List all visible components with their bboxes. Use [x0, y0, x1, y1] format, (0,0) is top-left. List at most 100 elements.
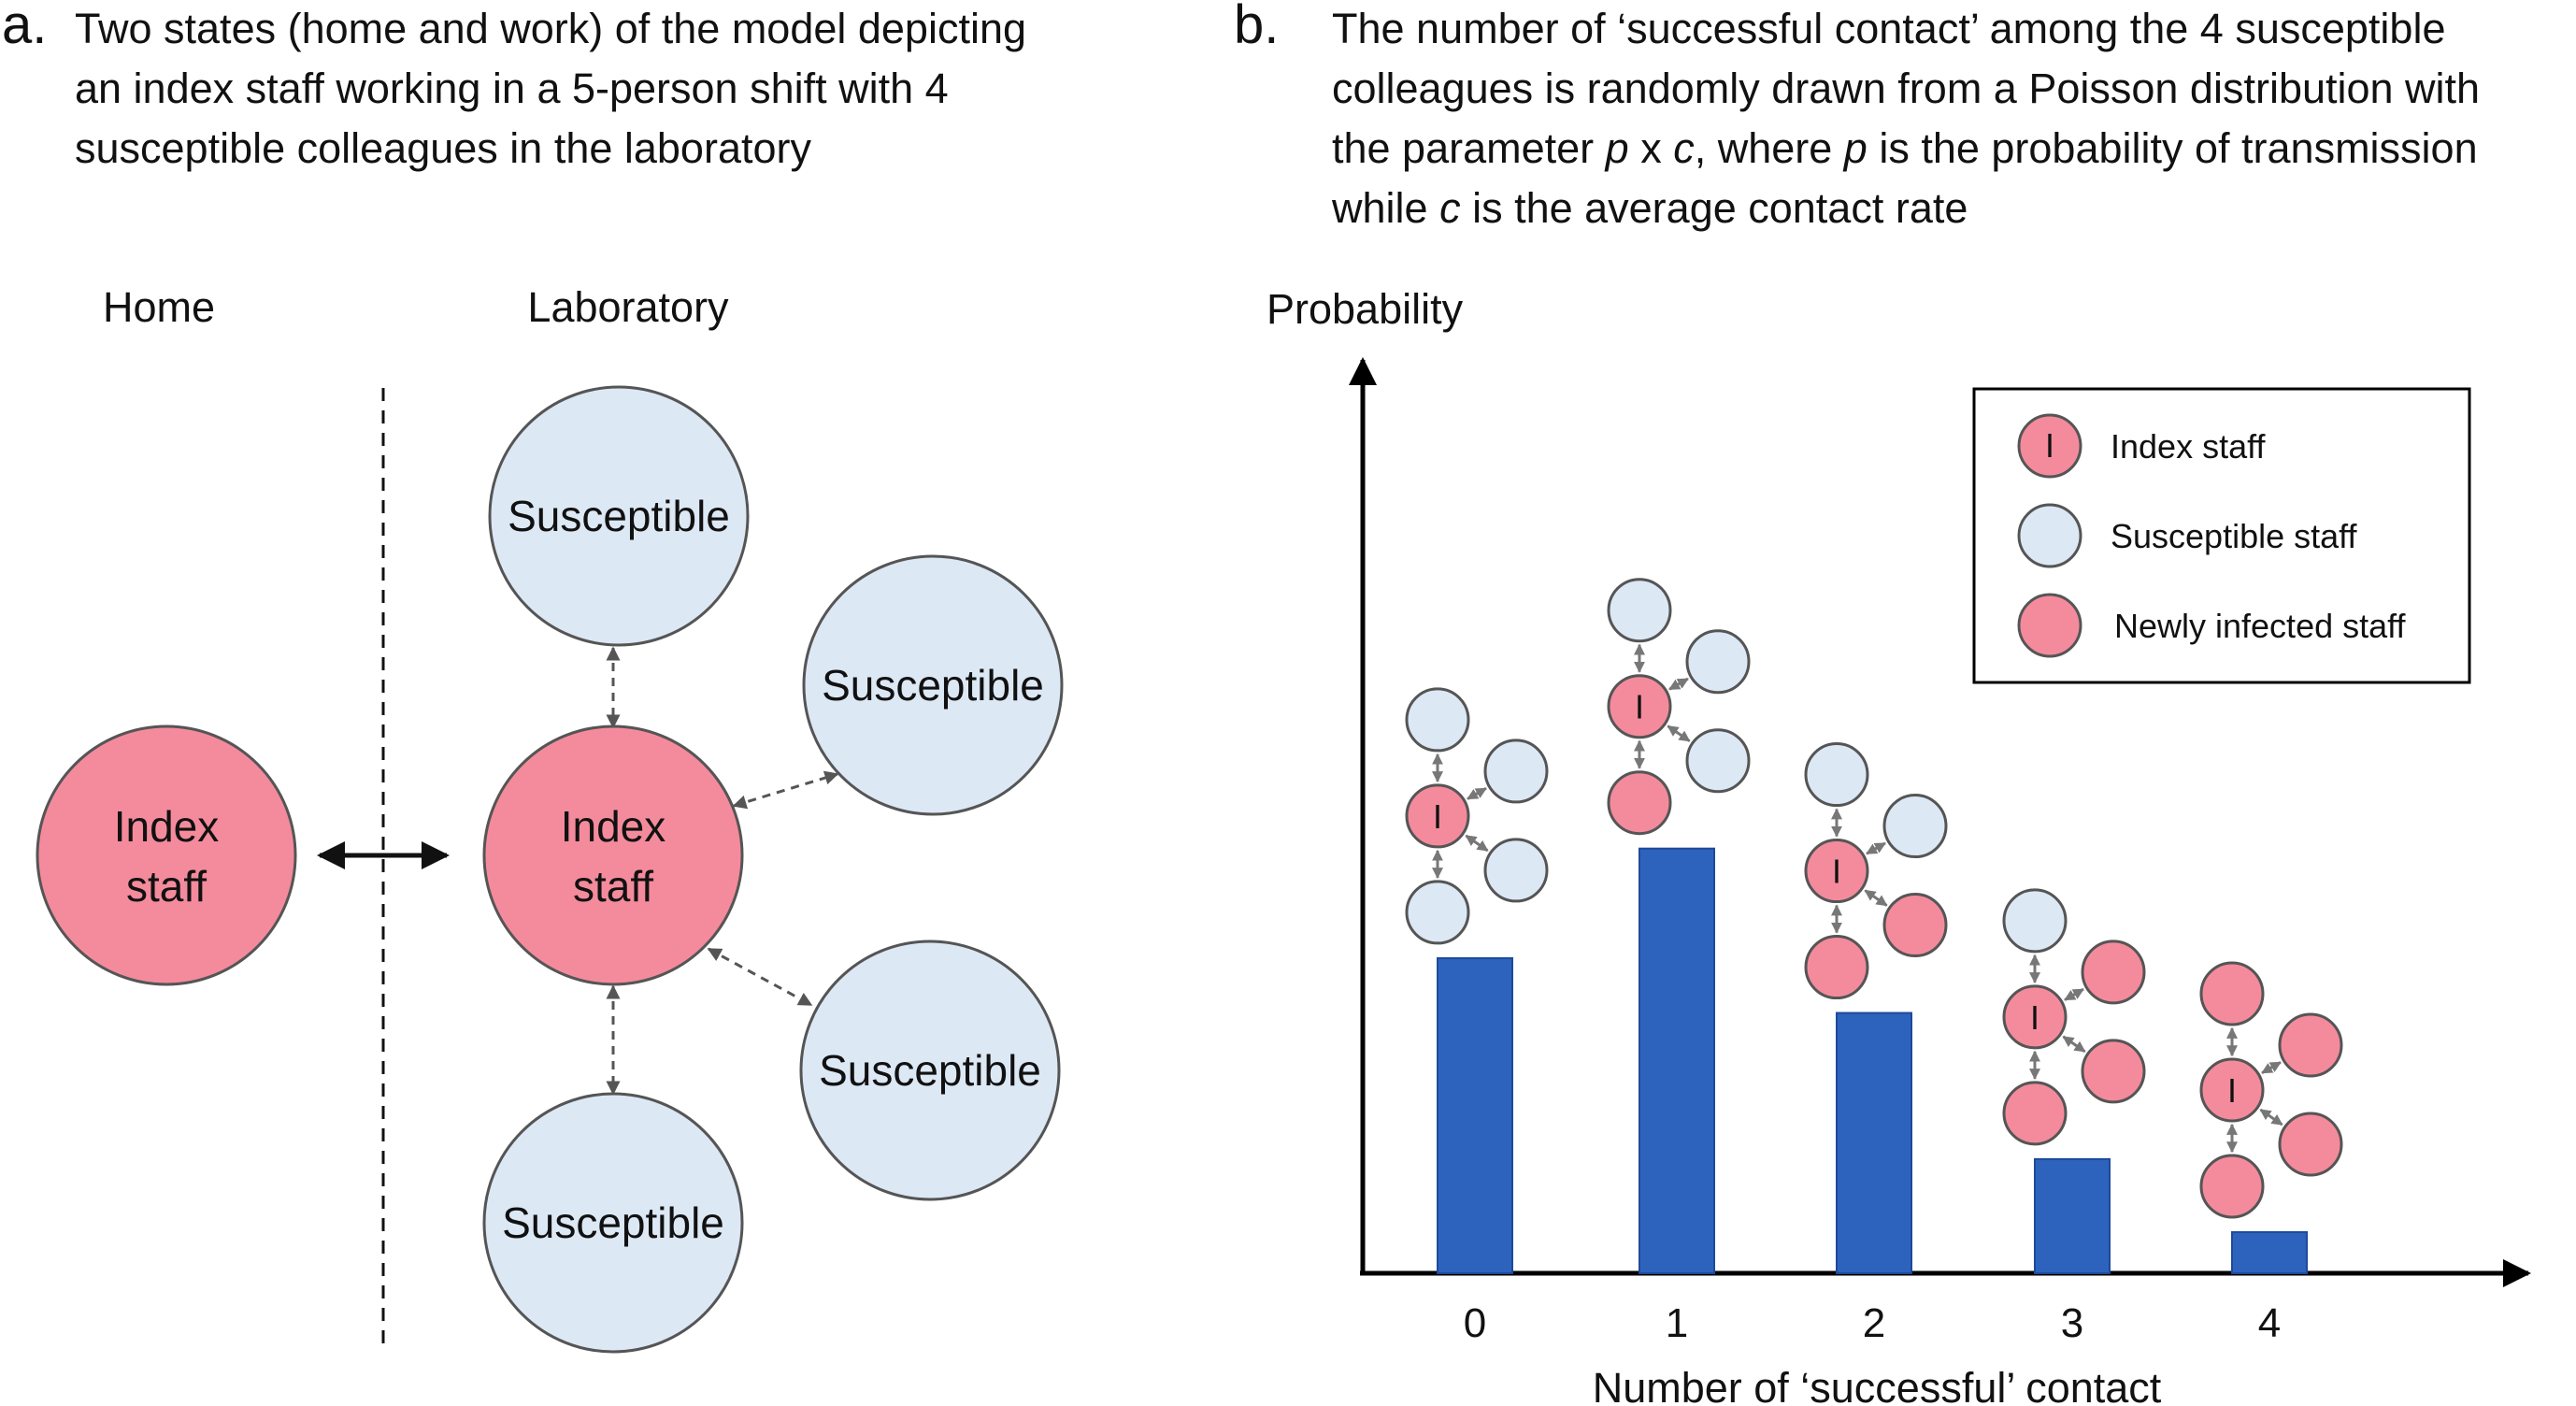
lab-index-staff-circle: [482, 725, 744, 986]
mini-infected-node: [2278, 1112, 2343, 1177]
legend-item-susceptible: Susceptible staff: [2017, 503, 2357, 568]
home-index-staff-circle: [36, 725, 297, 986]
mini-infected-node: [2199, 1154, 2265, 1219]
susceptible-node-lower-right: Susceptible: [799, 940, 1061, 1201]
mini-susceptible-node: [1685, 728, 1751, 794]
home-index-staff-node: Index staff: [36, 725, 297, 986]
panel-a-letter: a.: [2, 0, 47, 55]
bar-1: [1639, 847, 1715, 1274]
mini-network-diagrams: I I I I I: [1405, 578, 2343, 1219]
mini-network-3: I: [2002, 888, 2146, 1146]
mini-index-letter: I: [2227, 1071, 2237, 1110]
contact-arrow-upper-right: [732, 770, 839, 810]
bars-group: [1437, 847, 2308, 1275]
mini-susceptible-node: [1607, 578, 1672, 643]
x-tick-label-1: 1: [1666, 1300, 1688, 1346]
mini-network-4: I: [2199, 961, 2343, 1219]
susceptible-node-bottom: Susceptible: [482, 1092, 744, 1354]
legend-index-marker: [2017, 413, 2082, 479]
mini-susceptible-node: [1405, 880, 1470, 945]
bar-0: [1437, 956, 1513, 1275]
legend-index-letter: I: [2045, 426, 2054, 465]
mini-network-1: I: [1607, 578, 1751, 836]
panel-b-caption-line-1: The number of ‘successful contact’ among…: [1332, 5, 2445, 52]
x-tick-label-2: 2: [1863, 1300, 1885, 1346]
mini-infected-node: [2278, 1012, 2343, 1078]
lab-index-staff-node: Index staff: [482, 725, 744, 986]
mini-contact-arrow: [1866, 841, 1886, 855]
legend-infected-marker: [2017, 593, 2082, 658]
bar-3: [2034, 1157, 2111, 1274]
panel-b-letter: b.: [1234, 0, 1279, 55]
mini-contact-arrow: [1668, 677, 1689, 691]
laboratory-label: Laboratory: [527, 283, 729, 331]
mini-infected-node: [2081, 940, 2146, 1005]
susceptible-label-bottom: Susceptible: [502, 1198, 724, 1247]
mini-infected-node: [1882, 893, 1948, 958]
lab-index-staff-label-1: Index: [561, 802, 666, 851]
mini-infected-node: [2199, 961, 2265, 1026]
panel-b-caption-run: c: [1439, 184, 1461, 232]
y-axis-label: Probability: [1267, 285, 1464, 333]
x-tick-labels: 0 1 2 3 4: [1464, 1300, 2281, 1346]
legend-susceptible-label: Susceptible staff: [2111, 517, 2357, 555]
panel-a: a. Two states (home and work) of the mod…: [2, 0, 1064, 1354]
mini-index-letter: I: [1433, 797, 1442, 836]
susceptible-node-upper-right: Susceptible: [802, 554, 1064, 816]
legend-susceptible-marker: [2017, 503, 2082, 568]
mini-index-node: [2199, 1057, 2265, 1123]
x-tick-label-0: 0: [1464, 1300, 1486, 1346]
mini-infected-node: [2081, 1039, 2146, 1104]
bar-4: [2231, 1231, 2308, 1275]
mini-network-0: I: [1405, 687, 1549, 945]
mini-susceptible-node: [1483, 838, 1549, 903]
mini-infected-node: [2002, 1081, 2068, 1146]
mini-contact-arrow: [1465, 834, 1489, 853]
mini-contact-arrow: [2259, 1108, 2283, 1126]
mini-susceptible-node: [1685, 629, 1751, 695]
mini-infected-node: [1804, 935, 1869, 1000]
mini-network-2: I: [1804, 742, 1948, 1000]
panel-b-caption-run: , where: [1695, 124, 1844, 172]
bar-2: [1836, 1011, 1912, 1275]
x-axis-label: Number of ‘successful’ contact: [1593, 1364, 2162, 1406]
mini-contact-arrow: [1667, 725, 1691, 742]
x-tick-label-3: 3: [2061, 1300, 2083, 1346]
panel-b-caption-run: p: [1604, 124, 1629, 172]
panel-b-caption-line-4: while c is the average contact rate: [1331, 184, 1968, 232]
panel-b-caption: The number of ‘successful contact’ among…: [1331, 5, 2480, 232]
panel-b-caption-run: is the probability of transmission: [1868, 124, 2478, 172]
legend-item-index: I Index staff: [2017, 413, 2266, 479]
panel-b-caption-run: the parameter: [1332, 124, 1606, 172]
panel-b-caption-run: colleagues is randomly drawn from a Pois…: [1332, 65, 2480, 112]
mini-contact-arrow: [2261, 1061, 2282, 1074]
legend-item-newly-infected: Newly infected staff: [2017, 593, 2406, 658]
mini-susceptible-node: [1804, 742, 1869, 808]
panel-b-caption-run: is the average contact rate: [1461, 184, 1968, 232]
mini-index-letter: I: [1832, 853, 1841, 891]
home-label: Home: [103, 283, 215, 331]
panel-b-caption-line-2: colleagues is randomly drawn from a Pois…: [1332, 65, 2480, 112]
home-index-staff-label-1: Index: [114, 802, 220, 851]
contact-arrow-lower-right: [707, 947, 813, 1007]
susceptible-label-lower-right: Susceptible: [819, 1046, 1041, 1095]
mini-contact-arrow: [1864, 889, 1888, 907]
mini-index-node: [2002, 984, 2068, 1050]
legend-infected-label: Newly infected staff: [2114, 607, 2406, 645]
mini-index-letter: I: [1635, 688, 1644, 726]
panel-a-caption-line-2: an index staff working in a 5-person shi…: [75, 65, 949, 112]
panel-b-caption-run: p: [1842, 124, 1868, 172]
panel-b-caption-run: The number of ‘successful contact’ among…: [1332, 5, 2445, 52]
mini-index-node: [1405, 783, 1470, 849]
susceptible-node-top: Susceptible: [488, 385, 750, 647]
mini-index-node: [1607, 674, 1672, 739]
lab-index-staff-label-2: staff: [573, 862, 653, 911]
mini-infected-node: [1607, 770, 1672, 836]
panel-b-caption-line-3: the parameter p x c, where p is the prob…: [1332, 124, 2478, 172]
mini-contact-arrow: [2064, 987, 2084, 1001]
susceptible-label-top: Susceptible: [508, 492, 730, 540]
legend-index-label: Index staff: [2111, 427, 2266, 466]
legend: I Index staff Susceptible staff Newly in…: [1972, 387, 2471, 684]
susceptible-label-upper-right: Susceptible: [822, 661, 1044, 710]
mini-contact-arrow: [1467, 786, 1487, 800]
